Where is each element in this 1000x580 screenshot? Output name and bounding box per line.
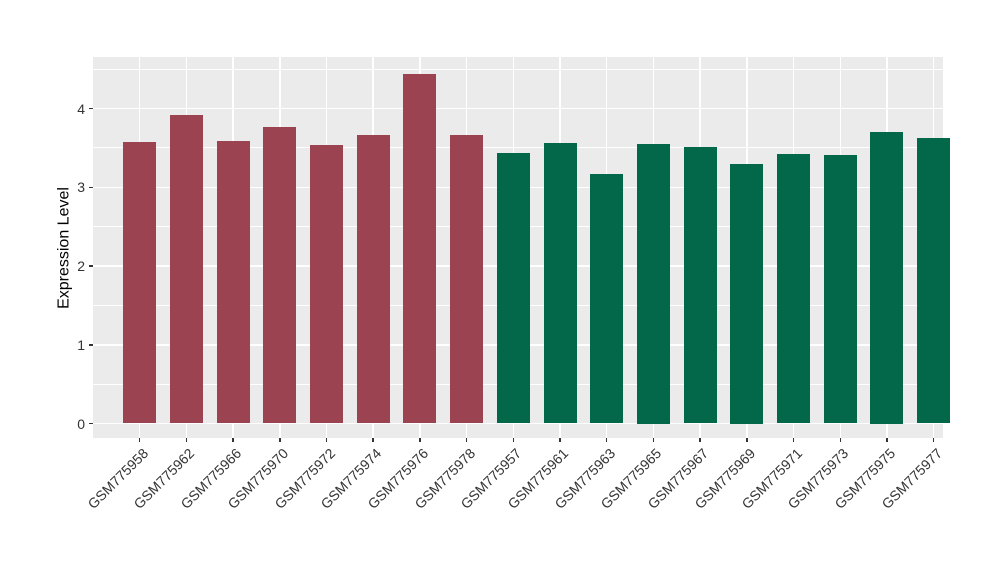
y-tick-label: 2 xyxy=(77,258,85,274)
bar-GSM775966 xyxy=(216,140,250,424)
x-tick-mark xyxy=(699,438,701,442)
x-tick-mark xyxy=(232,438,234,442)
y-tick-mark xyxy=(89,107,93,110)
x-tick-mark xyxy=(792,438,795,442)
x-tick-mark xyxy=(839,438,841,442)
bar-GSM775962 xyxy=(169,114,203,424)
bar-GSM775974 xyxy=(356,135,390,424)
x-tick-mark xyxy=(185,438,188,442)
bar-GSM775977 xyxy=(917,138,951,424)
x-tick-mark xyxy=(325,438,328,442)
bar-GSM775957 xyxy=(496,153,530,424)
x-tick-mark xyxy=(932,438,935,442)
bar-GSM775976 xyxy=(403,73,437,424)
bar-GSM775975 xyxy=(870,132,904,424)
x-tick-mark xyxy=(138,438,141,442)
bar-GSM775971 xyxy=(777,154,811,424)
x-tick-mark xyxy=(652,438,655,442)
x-tick-mark xyxy=(512,438,515,442)
y-tick-label: 4 xyxy=(77,100,85,117)
bar-GSM775970 xyxy=(263,126,297,424)
gridline-minor xyxy=(93,147,943,149)
gridline-major xyxy=(93,107,943,110)
bar-GSM775963 xyxy=(590,173,624,424)
x-tick-mark xyxy=(279,438,281,442)
bar-GSM775958 xyxy=(123,141,157,424)
gridline-minor xyxy=(93,68,943,70)
y-tick-mark xyxy=(89,344,93,346)
y-tick-label: 3 xyxy=(77,179,85,196)
y-tick-mark xyxy=(89,422,93,425)
x-tick-mark xyxy=(372,438,374,442)
plot-panel xyxy=(93,57,951,438)
bar-GSM775961 xyxy=(543,143,577,424)
x-tick-mark xyxy=(559,438,561,442)
bar-GSM775967 xyxy=(683,147,717,424)
x-tick-mark xyxy=(605,438,608,442)
y-tick-mark xyxy=(89,265,93,267)
y-tick-mark xyxy=(89,186,93,188)
bar-GSM775972 xyxy=(310,144,344,424)
x-tick-mark xyxy=(465,438,468,442)
bar-GSM775969 xyxy=(730,163,764,424)
x-tick-mark xyxy=(746,438,748,442)
bar-GSM775973 xyxy=(823,154,857,424)
y-tick-label: 1 xyxy=(77,336,85,353)
y-tick-label: 0 xyxy=(77,415,85,432)
bar-GSM775978 xyxy=(450,135,484,424)
bar-GSM775965 xyxy=(636,143,670,424)
gridline-major xyxy=(93,422,943,425)
x-tick-mark xyxy=(419,438,421,442)
x-tick-mark xyxy=(886,438,888,442)
